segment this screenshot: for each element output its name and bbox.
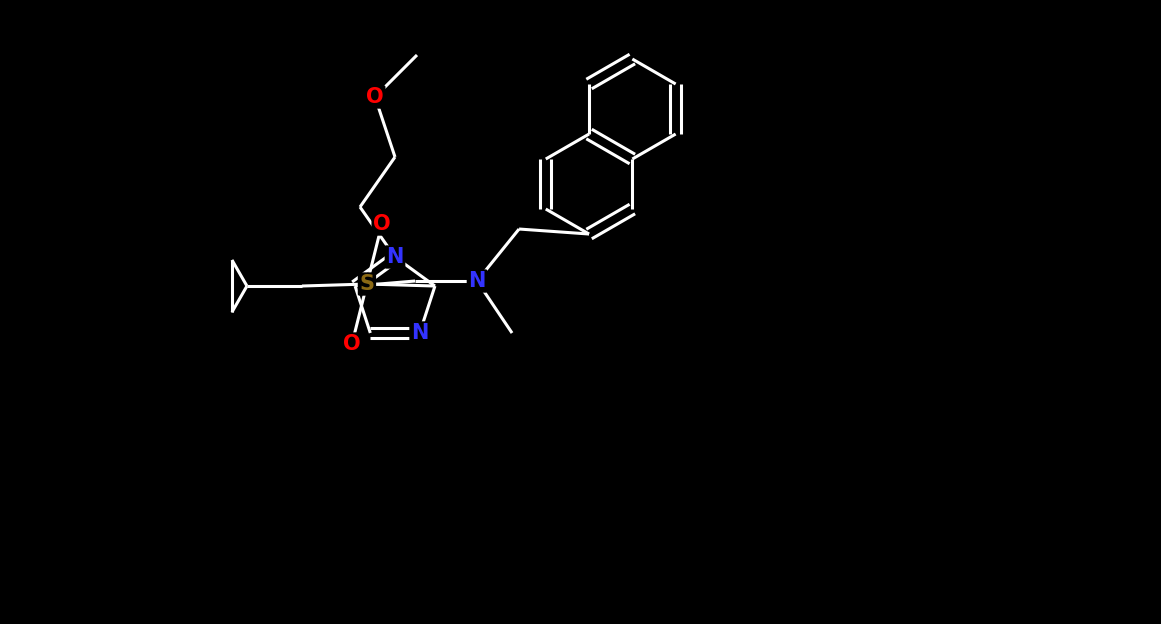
Text: N: N xyxy=(468,271,485,291)
Text: N: N xyxy=(387,247,404,267)
Text: S: S xyxy=(360,274,375,294)
Text: O: O xyxy=(366,87,384,107)
Text: O: O xyxy=(344,334,361,354)
Text: O: O xyxy=(373,214,391,234)
Text: N: N xyxy=(411,323,428,343)
